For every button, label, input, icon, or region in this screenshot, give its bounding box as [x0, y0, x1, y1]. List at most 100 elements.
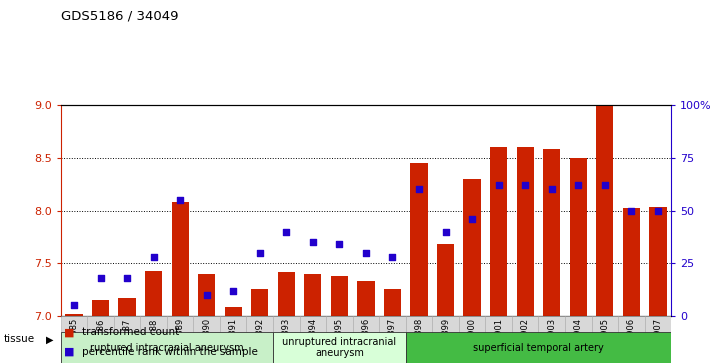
Point [254, 250, 266, 256]
Text: ▶: ▶ [46, 334, 54, 344]
Text: GSM1306885: GSM1306885 [69, 318, 79, 363]
Bar [432, 316, 459, 363]
Bar [543, 150, 560, 316]
Text: GSM1306900: GSM1306900 [468, 318, 476, 363]
Text: GSM1306891: GSM1306891 [228, 318, 238, 363]
Text: GSM1306893: GSM1306893 [282, 318, 291, 363]
Point [493, 182, 504, 188]
Bar [486, 316, 512, 363]
Text: ■: ■ [64, 327, 75, 337]
Bar [278, 272, 295, 316]
Text: percentile rank within the sample: percentile rank within the sample [82, 347, 258, 357]
Bar [645, 316, 671, 363]
Text: GSM1306889: GSM1306889 [176, 318, 185, 363]
Text: tissue: tissue [4, 334, 35, 344]
Point [652, 208, 663, 213]
Bar [623, 208, 640, 316]
Text: GSM1306886: GSM1306886 [96, 318, 105, 363]
Text: GSM1306899: GSM1306899 [441, 318, 450, 363]
Text: GSM1306887: GSM1306887 [123, 318, 131, 363]
Point [440, 229, 451, 234]
Bar [379, 316, 406, 363]
Bar [490, 147, 507, 316]
Bar [273, 332, 406, 363]
Bar [406, 316, 432, 363]
Bar [220, 316, 246, 363]
Bar [326, 316, 353, 363]
Text: GSM1306901: GSM1306901 [494, 318, 503, 363]
Bar [353, 316, 379, 363]
Text: GSM1306895: GSM1306895 [335, 318, 344, 363]
Bar [384, 289, 401, 316]
Text: transformed count: transformed count [82, 327, 179, 337]
Text: GSM1306903: GSM1306903 [547, 318, 556, 363]
Text: ■: ■ [64, 347, 75, 357]
Text: GSM1306905: GSM1306905 [600, 318, 609, 363]
Bar [331, 276, 348, 316]
Bar [198, 274, 216, 316]
Text: GSM1306888: GSM1306888 [149, 318, 158, 363]
Bar [92, 300, 109, 316]
Text: GDS5186 / 34049: GDS5186 / 34049 [61, 9, 178, 22]
Point [148, 254, 159, 260]
Bar [246, 316, 273, 363]
Point [228, 287, 239, 293]
Bar [512, 316, 538, 363]
Bar [167, 316, 193, 363]
Text: GSM1306898: GSM1306898 [415, 318, 423, 363]
Text: unruptured intracranial
aneurysm: unruptured intracranial aneurysm [282, 337, 396, 358]
Bar [570, 158, 587, 316]
Point [281, 229, 292, 234]
Bar [87, 316, 114, 363]
Bar [119, 298, 136, 316]
Point [307, 239, 318, 245]
Bar [300, 316, 326, 363]
Text: GSM1306892: GSM1306892 [256, 318, 264, 363]
Bar [516, 147, 534, 316]
Text: GSM1306897: GSM1306897 [388, 318, 397, 363]
Bar [145, 270, 162, 316]
Bar [171, 202, 188, 316]
Bar [596, 105, 613, 316]
Bar [66, 314, 83, 316]
Point [201, 292, 212, 298]
Bar [649, 207, 666, 316]
Bar [304, 274, 321, 316]
Bar [565, 316, 591, 363]
Bar [357, 281, 375, 316]
Text: ruptured intracranial aneurysm: ruptured intracranial aneurysm [90, 343, 243, 352]
Bar [225, 307, 242, 316]
Point [387, 254, 398, 260]
Text: GSM1306894: GSM1306894 [308, 318, 317, 363]
Point [174, 197, 186, 203]
Bar [411, 163, 428, 316]
Point [95, 275, 106, 281]
Point [466, 216, 478, 222]
Bar [459, 316, 486, 363]
Point [546, 187, 558, 192]
Point [599, 182, 610, 188]
Point [121, 275, 133, 281]
Point [573, 182, 584, 188]
Bar [538, 316, 565, 363]
Text: GSM1306907: GSM1306907 [653, 318, 663, 363]
Text: superficial temporal artery: superficial temporal artery [473, 343, 604, 352]
Bar [61, 316, 87, 363]
Bar [251, 289, 268, 316]
Bar [61, 332, 273, 363]
Bar [141, 316, 167, 363]
Text: GSM1306904: GSM1306904 [574, 318, 583, 363]
Bar [437, 244, 454, 316]
Point [520, 182, 531, 188]
Text: GSM1306902: GSM1306902 [521, 318, 530, 363]
Text: GSM1306896: GSM1306896 [361, 318, 371, 363]
Bar [618, 316, 645, 363]
Bar [463, 179, 481, 316]
Text: GSM1306890: GSM1306890 [202, 318, 211, 363]
Point [360, 250, 371, 256]
Bar [591, 316, 618, 363]
Point [333, 241, 345, 247]
Bar [406, 332, 671, 363]
Bar [114, 316, 141, 363]
Point [625, 208, 637, 213]
